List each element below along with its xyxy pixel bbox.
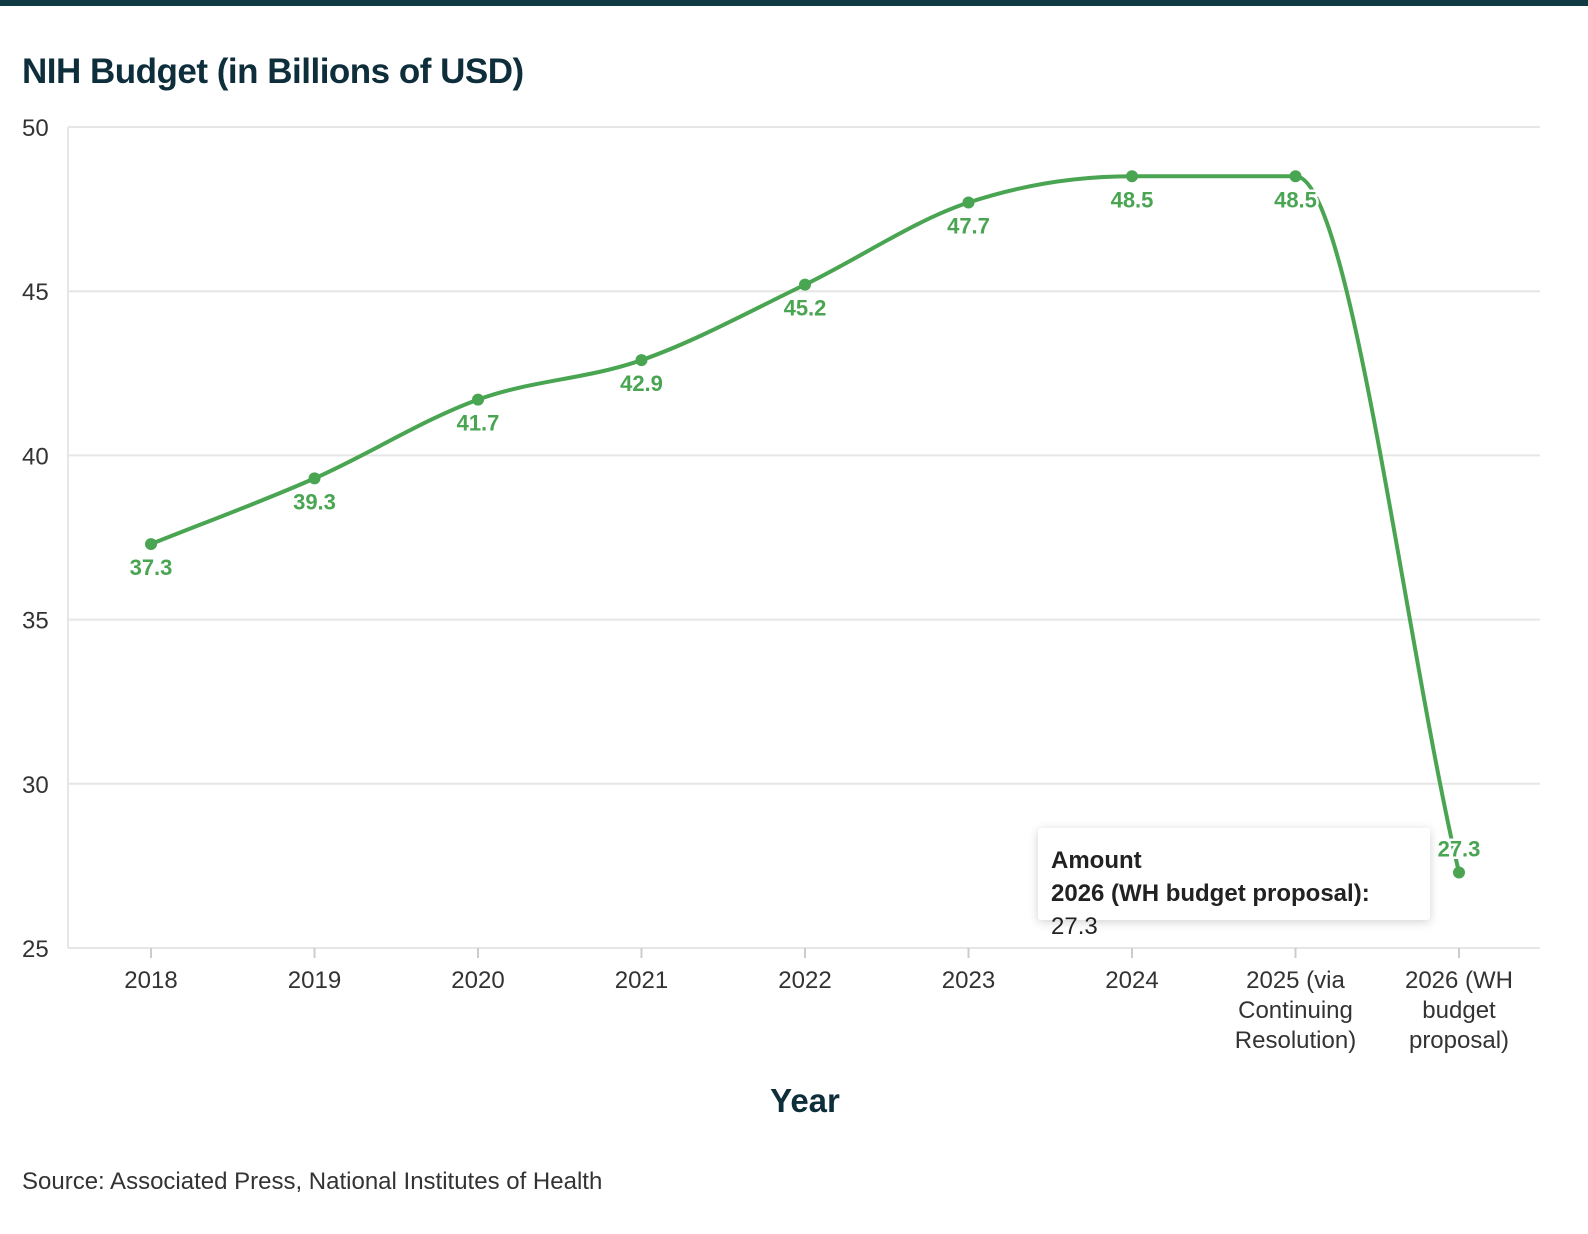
x-tick-label: 2026 (WH budget proposal) (1405, 967, 1513, 1054)
x-tick-label: 2024 (1105, 967, 1158, 994)
data-point (1126, 170, 1138, 183)
chart-title: NIH Budget (in Billions of USD) (22, 52, 524, 91)
x-axis-title: Year (770, 1082, 840, 1119)
data-point (799, 278, 811, 291)
x-tick-label: 2021 (615, 967, 668, 994)
x-tick-label: 2023 (942, 967, 995, 994)
x-tick-label: 2025 (via Continuing Resolution) (1235, 967, 1356, 1054)
data-label: 47.7 (947, 214, 990, 239)
data-point (1453, 866, 1465, 879)
data-point (308, 472, 321, 485)
x-tick-label: 2022 (778, 967, 831, 994)
source-note: Source: Associated Press, National Insti… (22, 1168, 603, 1195)
x-tick-label: 2020 (451, 967, 504, 994)
data-label: 41.7 (457, 411, 500, 436)
data-label: 37.3 (130, 555, 173, 580)
y-tick-label: 30 (22, 772, 49, 799)
y-tick-label: 50 (22, 115, 49, 142)
x-tick-label: 2018 (124, 967, 177, 994)
data-label: 48.5 (1111, 187, 1154, 212)
tooltip-series-name: Amount (1051, 847, 1142, 874)
data-label: 48.5 (1274, 187, 1317, 212)
data-label: 45.2 (784, 296, 827, 321)
y-tick-label: 25 (22, 936, 49, 963)
y-tick-label: 45 (22, 279, 49, 306)
data-point (472, 393, 484, 406)
x-tick-label: 2019 (288, 967, 341, 994)
tooltip-category: 2026 (WH budget proposal): (1051, 880, 1370, 907)
data-point (635, 354, 648, 367)
data-point (1289, 170, 1302, 183)
data-label: 39.3 (293, 489, 336, 514)
series-line (150, 174, 1461, 873)
data-label: 27.3 (1438, 836, 1481, 861)
data-point (962, 196, 975, 209)
tooltip: Amount 2026 (WH budget proposal): 27.3 (1038, 828, 1430, 940)
y-tick-label: 40 (22, 443, 49, 470)
data-point (145, 538, 157, 551)
data-label: 42.9 (620, 371, 663, 396)
top-rule (0, 0, 1588, 6)
y-tick-label: 35 (22, 608, 49, 635)
tooltip-value: 27.3 (1051, 913, 1098, 940)
